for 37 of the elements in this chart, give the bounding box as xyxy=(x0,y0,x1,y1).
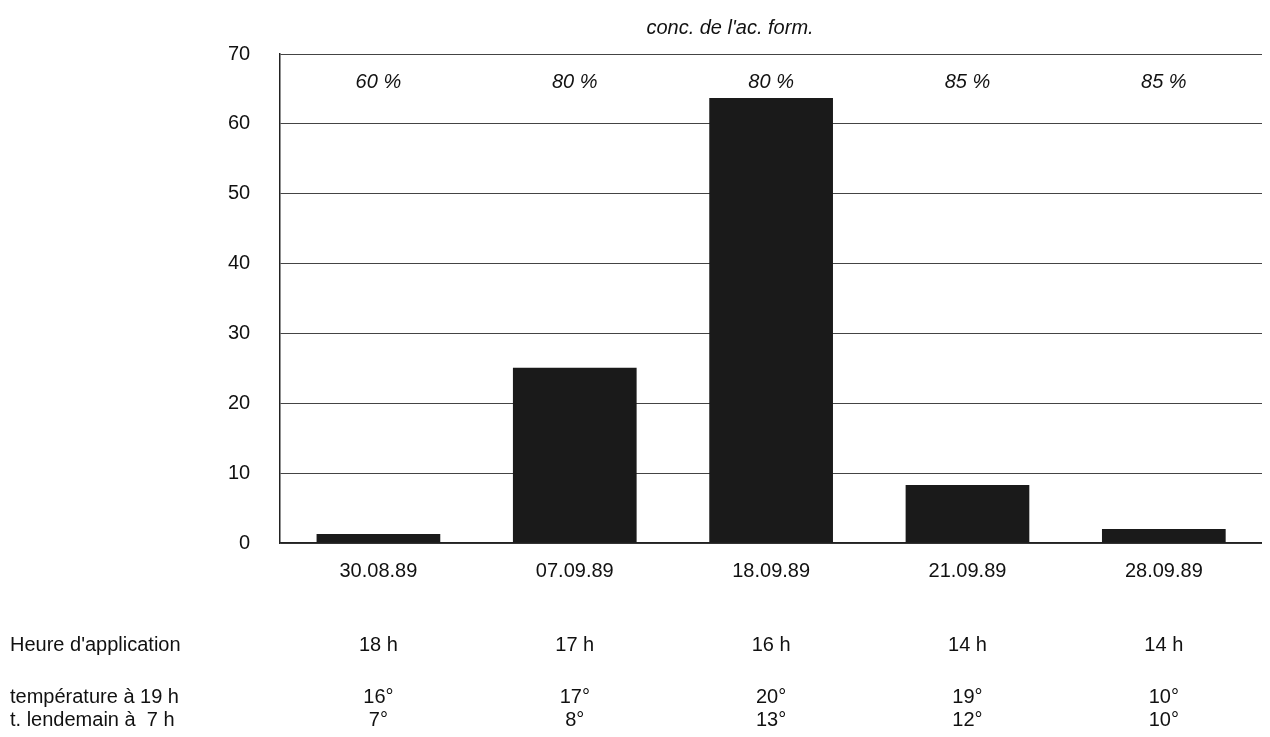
text: 17 h xyxy=(555,632,595,655)
text: 14 h xyxy=(1144,632,1184,655)
text: 10° xyxy=(1148,684,1179,707)
annotation: 80 % xyxy=(551,69,598,92)
text: 16° xyxy=(363,684,394,707)
annotation: 60 % xyxy=(355,69,402,92)
y-tick-label: 50 xyxy=(228,181,251,204)
annotation: 85 % xyxy=(1141,69,1187,92)
text: 7° xyxy=(368,707,388,730)
text: 12° xyxy=(952,707,983,730)
x-tick-label: 21.09.89 xyxy=(928,558,1007,581)
chart-title: conc. de l'ac. form. xyxy=(646,15,814,38)
text: 17° xyxy=(559,684,590,707)
text: 18 h xyxy=(358,632,398,655)
text: 13° xyxy=(756,707,787,730)
y-tick-label: 70 xyxy=(228,41,251,64)
x-tick-label: 30.08.89 xyxy=(339,558,418,581)
y-tick-label: 0 xyxy=(239,530,251,553)
x-tick-label: 28.09.89 xyxy=(1124,558,1203,581)
y-tick-label: 10 xyxy=(228,460,251,483)
text: t. lendemain à 7 h xyxy=(10,707,175,730)
text: Heure d'application xyxy=(10,632,181,655)
text: 8° xyxy=(565,707,585,730)
text: 10° xyxy=(1148,707,1179,730)
x-tick-label: 07.09.89 xyxy=(535,558,614,581)
text: 14 h xyxy=(948,632,987,655)
text: 19° xyxy=(952,684,983,707)
y-tick-label: 60 xyxy=(228,111,251,134)
y-tick-label: 20 xyxy=(228,390,251,413)
annotation: 80 % xyxy=(748,69,794,92)
y-tick-label: 40 xyxy=(228,251,251,274)
y-tick-label: 30 xyxy=(228,320,251,343)
text: 20° xyxy=(756,684,787,707)
x-tick-label: 18.09.89 xyxy=(732,558,811,581)
annotation: 85 % xyxy=(944,69,991,92)
text: 16 h xyxy=(751,632,791,655)
text: température à 19 h xyxy=(10,684,179,707)
